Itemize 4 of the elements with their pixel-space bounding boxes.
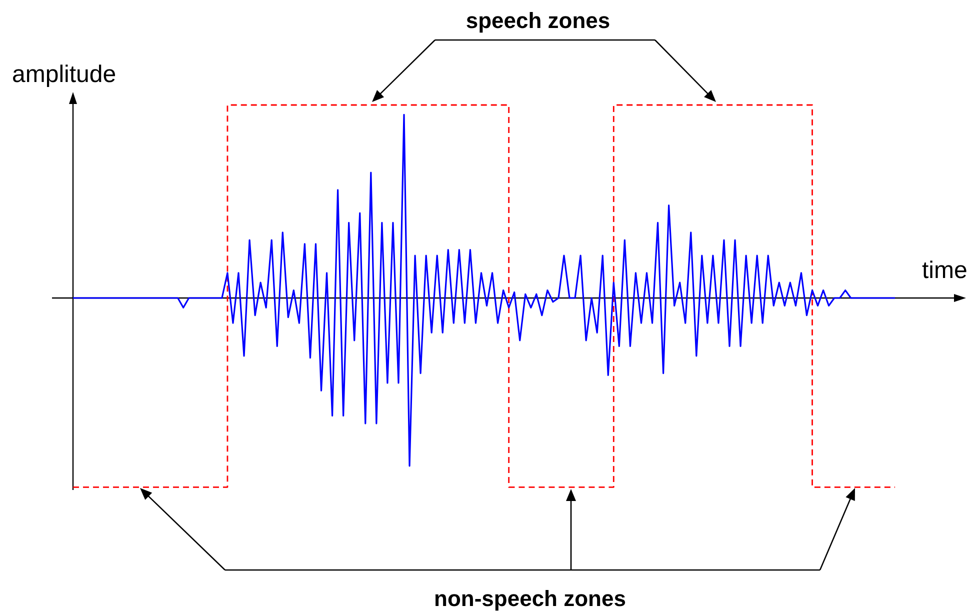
text: speech zones xyxy=(466,8,610,33)
text: non-speech zones xyxy=(434,586,626,611)
y-axis-title: amplitude xyxy=(12,61,116,88)
x-axis-title: time xyxy=(922,257,968,284)
